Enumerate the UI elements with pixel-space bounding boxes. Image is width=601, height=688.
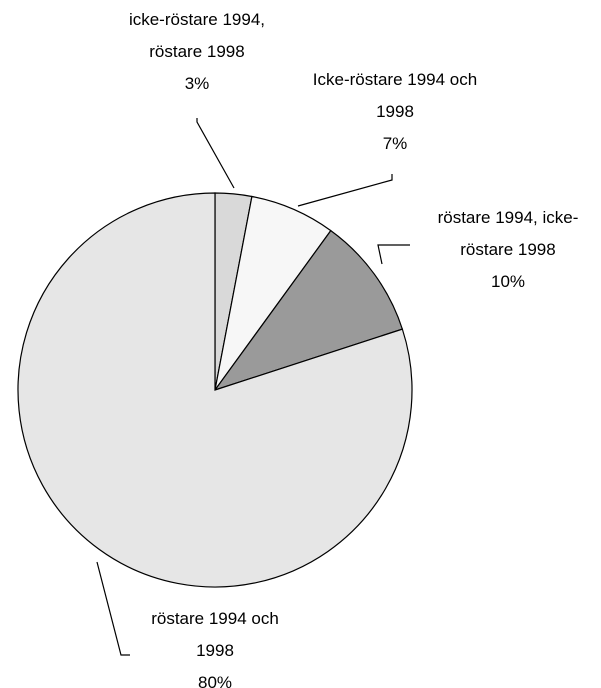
pie-slice xyxy=(213,229,404,392)
leader-line xyxy=(377,244,410,265)
pie-slice xyxy=(17,192,413,588)
value-label: 80% xyxy=(197,673,233,688)
slice-label: röstare 1994, icke-röstare 1998 10% xyxy=(415,202,601,298)
slice-label: Icke-röstare 1994 och 1998 7% xyxy=(305,64,485,160)
category-label: röstare 1994 och 1998 xyxy=(151,609,279,660)
slice-label: röstare 1994 och 1998 80% xyxy=(130,603,300,688)
leader-line xyxy=(297,174,393,207)
value-label: 10% xyxy=(490,272,526,291)
leader-line xyxy=(96,561,130,656)
value-label: 7% xyxy=(382,134,408,153)
category-label: icke-röstare 1994, röstare 1998 xyxy=(128,10,266,61)
value-label: 3% xyxy=(184,74,210,93)
slice-label: icke-röstare 1994, röstare 1998 3% xyxy=(107,4,287,100)
leader-line xyxy=(196,118,235,189)
category-label: Icke-röstare 1994 och 1998 xyxy=(312,70,478,121)
category-label: röstare 1994, icke-röstare 1998 xyxy=(437,208,579,259)
